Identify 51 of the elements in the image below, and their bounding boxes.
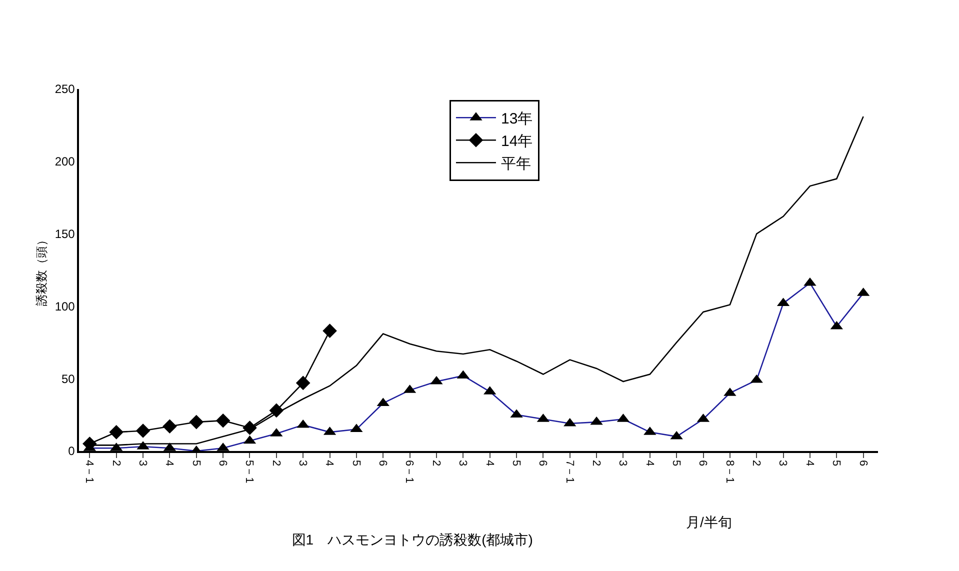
- x-tick-label: 3: [776, 460, 789, 466]
- x-tick-label: 2: [590, 460, 602, 466]
- x-tick-label: 3: [136, 460, 148, 466]
- x-tick-label: 6: [856, 460, 869, 466]
- point: [109, 425, 124, 440]
- y-tick-label: 0: [68, 444, 76, 458]
- x-tick-label: 4: [323, 460, 336, 466]
- legend-label: 14年: [500, 132, 533, 150]
- legend-label: 13年: [500, 110, 533, 128]
- x-tick-label: 4－1: [83, 460, 96, 484]
- x-tick-label: 6: [696, 460, 709, 466]
- x-tick-label: 4: [803, 460, 816, 466]
- point: [242, 420, 257, 435]
- x-tick-label: 5: [830, 460, 842, 466]
- x-tick-label: 5: [670, 460, 682, 466]
- x-tick-label: 4: [483, 460, 496, 466]
- point: [269, 403, 284, 418]
- x-tick-label: 5: [510, 460, 522, 466]
- x-tick-label: 3: [296, 460, 309, 466]
- x-tick-label: 6: [536, 460, 549, 466]
- y-tick-label: 100: [54, 299, 76, 314]
- x-tick-label: 2: [110, 460, 122, 466]
- point: [216, 413, 230, 428]
- point: [189, 414, 204, 430]
- x-tick-label: 2: [750, 460, 762, 466]
- x-tick-label: 4: [643, 460, 656, 466]
- x-tick-label: 5: [350, 460, 362, 466]
- x-tick-label: 6: [216, 460, 228, 466]
- x-tick-label: 6－1: [403, 460, 416, 484]
- y-tick-label: 250: [54, 82, 76, 96]
- x-tick-label: 3: [616, 460, 629, 466]
- y-tick-label: 200: [54, 154, 76, 169]
- legend-label: 平年: [500, 155, 531, 172]
- x-tick-label: 8－1: [723, 460, 736, 484]
- x-axis-title: 月/半旬: [686, 514, 732, 530]
- x-tick-label: 7－1: [563, 460, 576, 484]
- point: [296, 376, 310, 390]
- x-tick-label: 4: [163, 460, 176, 466]
- point: [136, 424, 150, 438]
- point: [162, 419, 177, 434]
- text: 図1 ハスモンヨトウの誘殺数(都城市): [292, 531, 533, 548]
- x-tick-label: 5: [190, 460, 202, 466]
- x-tick-label: 5－1: [243, 460, 256, 484]
- x-tick-label: 3: [456, 460, 469, 466]
- x-tick-label: 2: [430, 460, 442, 466]
- x-tick-label: 6: [376, 460, 389, 466]
- y-axis-title: 誘殺数（頭）: [34, 234, 49, 306]
- y-tick-label: 150: [54, 227, 76, 241]
- y-tick-label: 50: [61, 372, 76, 386]
- point: [322, 324, 337, 338]
- x-tick-label: 2: [270, 460, 282, 466]
